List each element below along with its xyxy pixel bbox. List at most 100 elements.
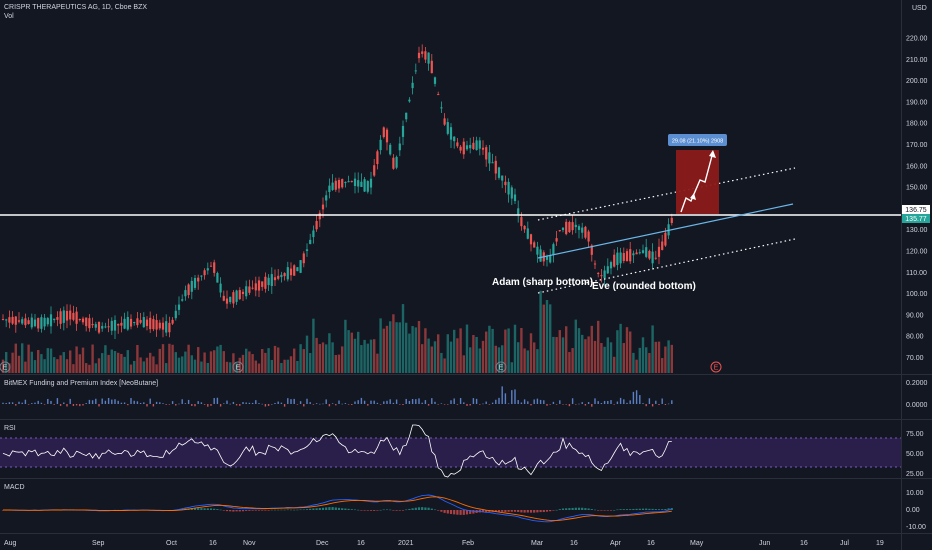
macd-hist-bar	[286, 509, 289, 511]
volume-bar	[353, 338, 357, 373]
earnings-marker-icon[interactable]	[0, 361, 11, 373]
time-tick-label: 16	[209, 540, 217, 547]
volume-bar	[629, 331, 632, 373]
funding-bar	[136, 401, 139, 404]
candle-body	[475, 140, 478, 151]
earnings-markers[interactable]: E E E E	[0, 361, 722, 373]
volume-bar	[69, 350, 72, 373]
candle-body	[520, 217, 523, 227]
candle-body	[254, 283, 257, 291]
candle-body	[91, 323, 94, 326]
target-projection-box[interactable]	[676, 150, 719, 214]
volume-bar	[565, 326, 568, 373]
earnings-marker-icon[interactable]	[710, 361, 722, 373]
macd-hist-bar	[469, 510, 472, 514]
candle-body	[120, 322, 123, 326]
funding-bar	[98, 404, 100, 407]
volume-bar	[309, 353, 312, 373]
macd-hist-bar	[245, 510, 248, 511]
macd-hist-bar	[193, 507, 197, 510]
funding-bar	[303, 404, 305, 407]
macd-hist-bar	[293, 509, 296, 511]
candle-body	[216, 273, 219, 283]
funding-bar	[466, 404, 468, 406]
volume-bar	[357, 331, 360, 373]
volume-bar	[56, 359, 59, 373]
funding-bar	[629, 400, 631, 404]
projection-arrow-path	[680, 151, 714, 213]
volume-bar	[613, 356, 616, 373]
symbol-header[interactable]: CRISPR THERAPEUTICS AG, 1D, Cboe BZX	[4, 4, 148, 11]
target-label: 29.08 (21.10%) 2908	[672, 139, 723, 145]
funding-bar	[287, 398, 289, 404]
candle-body	[174, 310, 177, 319]
volume-bar	[62, 352, 65, 373]
macd-hist-bar	[670, 508, 673, 510]
candle-body	[661, 241, 664, 250]
volume-bar	[270, 359, 273, 373]
funding-bar	[594, 398, 596, 404]
volume-bar	[597, 320, 600, 373]
candle-body	[187, 284, 190, 296]
candle-body	[561, 227, 565, 230]
macd-hist-bar	[366, 510, 369, 511]
volume-bar	[536, 349, 539, 373]
lower-channel-line[interactable]	[537, 238, 796, 294]
candle-body	[88, 318, 91, 329]
funding-bar	[456, 404, 459, 405]
macd-hist-bar	[545, 510, 549, 512]
macd-hist-bar	[453, 510, 456, 515]
candle-body	[209, 265, 213, 267]
candle-body	[363, 179, 366, 192]
funding-bar	[123, 402, 126, 404]
upper-channel-line[interactable]	[537, 167, 796, 221]
macd-hist-bar	[459, 510, 462, 515]
volume-bar	[161, 344, 165, 373]
earnings-marker-icon[interactable]	[495, 361, 507, 373]
funding-bar	[568, 404, 571, 407]
candle-body	[17, 320, 21, 322]
macd-hist-bar	[568, 508, 571, 510]
funding-bar	[389, 399, 391, 404]
candle-body	[408, 99, 411, 102]
funding-bar	[482, 403, 484, 405]
time-tick-label: Feb	[462, 540, 474, 547]
candle-body	[341, 179, 344, 188]
price-axis[interactable]: 220.00 210.00 200.00 190.00 180.00 170.00 160.…	[906, 36, 928, 363]
macd-hist-bar	[609, 510, 613, 511]
earnings-marker-icon[interactable]	[232, 361, 244, 373]
volume-bar	[30, 351, 33, 373]
funding-bar	[114, 399, 116, 404]
macd-hist-bar	[494, 510, 497, 513]
volume-bar	[561, 337, 565, 373]
candle-body	[565, 221, 568, 235]
volume-bar	[315, 337, 318, 373]
funding-bar	[168, 404, 171, 405]
candle-body	[299, 260, 302, 273]
candle-body	[219, 283, 222, 293]
funding-bar	[37, 400, 39, 404]
candle-body	[360, 181, 363, 187]
funding-bar	[181, 399, 183, 404]
candle-body	[593, 263, 597, 265]
macd-hist-bar	[200, 508, 203, 510]
neckline-trendline[interactable]	[537, 203, 794, 259]
volume-bar	[625, 327, 629, 373]
macd-hist-bar	[523, 510, 526, 513]
volume-bar	[88, 364, 91, 373]
time-axis[interactable]: Aug Sep Oct 16 Nov Dec 16 2021 Feb Mar 16 Apr 16 May J…	[4, 540, 884, 547]
volume-bar	[142, 361, 145, 373]
funding-bar	[440, 403, 443, 404]
volume-bar	[286, 359, 289, 373]
funding-bar	[101, 398, 103, 404]
volume-bar	[254, 360, 257, 373]
volume-bar	[485, 331, 488, 373]
volume-bar	[651, 325, 654, 373]
funding-bar	[603, 400, 606, 404]
candle-body	[235, 290, 238, 302]
price-tag-resistance: 136.75	[905, 207, 927, 214]
volume-bar	[280, 362, 283, 373]
candle-body	[529, 234, 533, 245]
candle-body	[238, 290, 241, 300]
